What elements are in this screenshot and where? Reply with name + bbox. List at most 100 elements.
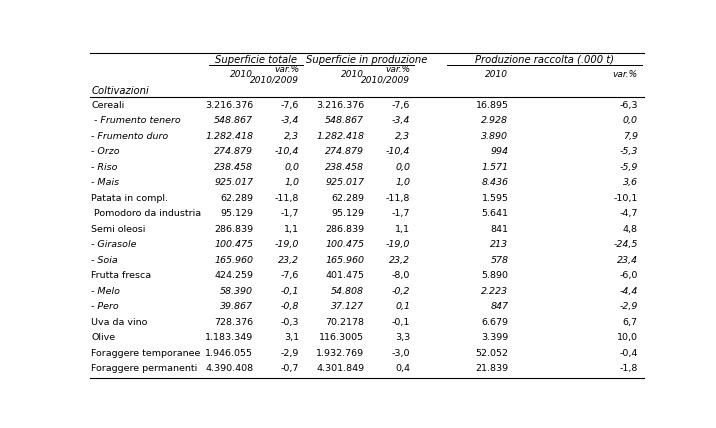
- Text: -7,6: -7,6: [392, 101, 410, 110]
- Text: Cereali: Cereali: [91, 101, 125, 110]
- Text: 2.223: 2.223: [481, 287, 508, 296]
- Text: 62.289: 62.289: [221, 194, 253, 203]
- Text: Foraggere temporanee: Foraggere temporanee: [91, 348, 200, 357]
- Text: Olive: Olive: [91, 333, 115, 342]
- Text: 0,0: 0,0: [395, 163, 410, 172]
- Text: -5,9: -5,9: [619, 163, 638, 172]
- Text: - Frumento tenero: - Frumento tenero: [91, 116, 181, 125]
- Text: 37.127: 37.127: [332, 302, 364, 311]
- Text: 4,8: 4,8: [623, 225, 638, 234]
- Text: 54.808: 54.808: [332, 287, 364, 296]
- Text: Produzione raccolta (.000 t): Produzione raccolta (.000 t): [475, 55, 614, 65]
- Text: -8,0: -8,0: [392, 271, 410, 280]
- Text: 2,3: 2,3: [284, 132, 299, 141]
- Text: 95.129: 95.129: [332, 209, 364, 218]
- Text: 238.458: 238.458: [325, 163, 364, 172]
- Text: 7,9: 7,9: [623, 132, 638, 141]
- Text: 16.895: 16.895: [475, 101, 508, 110]
- Text: 165.960: 165.960: [214, 256, 253, 265]
- Text: 3.890: 3.890: [481, 132, 508, 141]
- Text: 4.390.408: 4.390.408: [205, 364, 253, 373]
- Text: 8.436: 8.436: [481, 178, 508, 187]
- Text: Pomodoro da industria: Pomodoro da industria: [91, 209, 201, 218]
- Text: - Melo: - Melo: [91, 287, 120, 296]
- Text: -3,4: -3,4: [392, 116, 410, 125]
- Text: 6.679: 6.679: [481, 318, 508, 327]
- Text: -2,9: -2,9: [281, 348, 299, 357]
- Text: var.%
2010/2009: var.% 2010/2009: [251, 65, 299, 84]
- Text: 1.946.055: 1.946.055: [205, 348, 253, 357]
- Text: 21.839: 21.839: [475, 364, 508, 373]
- Text: var.%
2010/2009: var.% 2010/2009: [362, 65, 410, 84]
- Text: 424.259: 424.259: [214, 271, 253, 280]
- Text: 1,1: 1,1: [395, 225, 410, 234]
- Text: -19,0: -19,0: [386, 240, 410, 249]
- Text: Patata in compl.: Patata in compl.: [91, 194, 168, 203]
- Text: 5.641: 5.641: [481, 209, 508, 218]
- Text: Uva da vino: Uva da vino: [91, 318, 147, 327]
- Text: -0,1: -0,1: [392, 318, 410, 327]
- Text: - Soia: - Soia: [91, 256, 118, 265]
- Text: -6,0: -6,0: [619, 271, 638, 280]
- Text: Foraggere permanenti: Foraggere permanenti: [91, 364, 198, 373]
- Text: -1,7: -1,7: [392, 209, 410, 218]
- Text: 70.2178: 70.2178: [325, 318, 364, 327]
- Text: 3.216.376: 3.216.376: [205, 101, 253, 110]
- Text: 100.475: 100.475: [214, 240, 253, 249]
- Text: 2010: 2010: [231, 70, 253, 79]
- Text: -11,8: -11,8: [275, 194, 299, 203]
- Text: Superficie in produzione: Superficie in produzione: [306, 55, 427, 65]
- Text: 5.890: 5.890: [481, 271, 508, 280]
- Text: 548.867: 548.867: [214, 116, 253, 125]
- Text: 0,4: 0,4: [395, 364, 410, 373]
- Text: 401.475: 401.475: [325, 271, 364, 280]
- Text: -0,8: -0,8: [281, 302, 299, 311]
- Text: -5,3: -5,3: [619, 147, 638, 156]
- Text: 1.595: 1.595: [481, 194, 508, 203]
- Text: 100.475: 100.475: [325, 240, 364, 249]
- Text: -0,3: -0,3: [281, 318, 299, 327]
- Text: 2010: 2010: [342, 70, 364, 79]
- Text: 925.017: 925.017: [325, 178, 364, 187]
- Text: 23,2: 23,2: [279, 256, 299, 265]
- Text: 1.282.418: 1.282.418: [205, 132, 253, 141]
- Text: -10,4: -10,4: [386, 147, 410, 156]
- Text: -24,5: -24,5: [614, 240, 638, 249]
- Text: 95.129: 95.129: [221, 209, 253, 218]
- Text: 23,4: 23,4: [616, 256, 638, 265]
- Text: -0,2: -0,2: [392, 287, 410, 296]
- Text: 1.183.349: 1.183.349: [205, 333, 253, 342]
- Text: -7,6: -7,6: [281, 271, 299, 280]
- Text: -3,0: -3,0: [392, 348, 410, 357]
- Text: 286.839: 286.839: [214, 225, 253, 234]
- Text: -6,3: -6,3: [619, 101, 638, 110]
- Text: -4,7: -4,7: [619, 209, 638, 218]
- Text: 578: 578: [490, 256, 508, 265]
- Text: -11,8: -11,8: [386, 194, 410, 203]
- Text: -19,0: -19,0: [275, 240, 299, 249]
- Text: -10,4: -10,4: [275, 147, 299, 156]
- Text: 548.867: 548.867: [325, 116, 364, 125]
- Text: 52.052: 52.052: [475, 348, 508, 357]
- Text: var.%: var.%: [613, 70, 638, 79]
- Text: 1.282.418: 1.282.418: [316, 132, 364, 141]
- Text: Semi oleosi: Semi oleosi: [91, 225, 145, 234]
- Text: - Girasole: - Girasole: [91, 240, 137, 249]
- Text: 0,0: 0,0: [623, 116, 638, 125]
- Text: 0,0: 0,0: [284, 163, 299, 172]
- Text: 841: 841: [490, 225, 508, 234]
- Text: -0,7: -0,7: [281, 364, 299, 373]
- Text: 286.839: 286.839: [325, 225, 364, 234]
- Text: 3,3: 3,3: [395, 333, 410, 342]
- Text: 274.879: 274.879: [214, 147, 253, 156]
- Text: 6,7: 6,7: [623, 318, 638, 327]
- Text: -4,4: -4,4: [619, 287, 638, 296]
- Text: 2.928: 2.928: [481, 116, 508, 125]
- Text: 1,0: 1,0: [395, 178, 410, 187]
- Text: Coltivazioni: Coltivazioni: [91, 86, 149, 96]
- Text: 2010: 2010: [485, 70, 508, 79]
- Text: 39.867: 39.867: [221, 302, 253, 311]
- Text: 0,1: 0,1: [395, 302, 410, 311]
- Text: -1,8: -1,8: [619, 364, 638, 373]
- Text: 274.879: 274.879: [325, 147, 364, 156]
